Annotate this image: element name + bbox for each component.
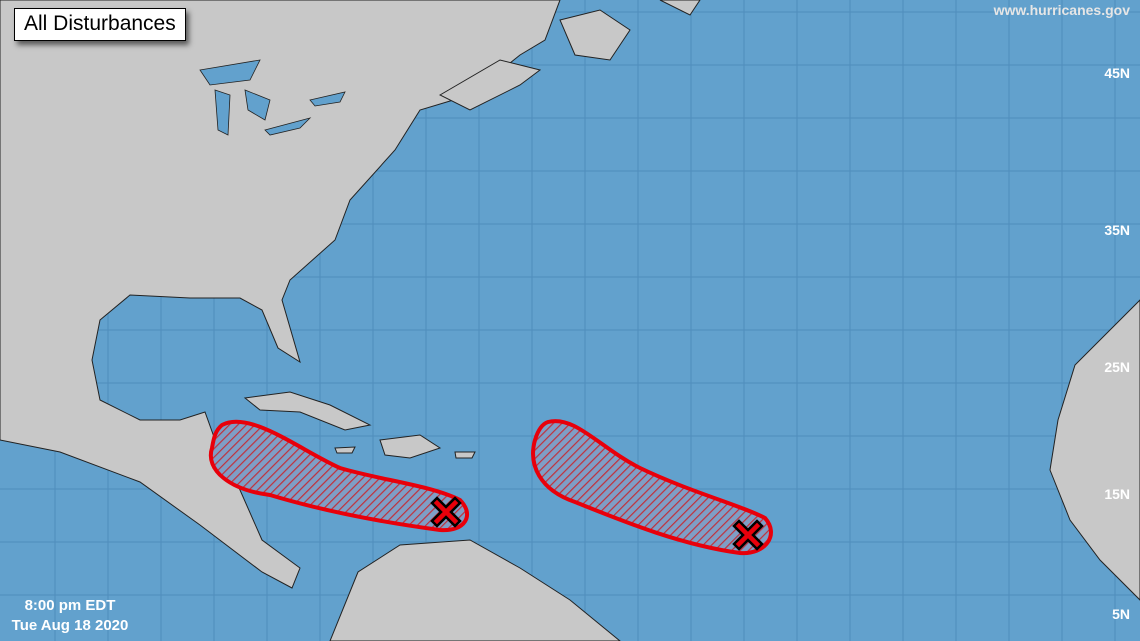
x-icon: [430, 496, 462, 528]
issue-date: Tue Aug 18 2020: [11, 617, 129, 634]
south-america: [329, 539, 621, 641]
latitude-label: 15N: [1104, 486, 1130, 502]
newfoundland: [559, 9, 631, 61]
africa: [1049, 299, 1140, 601]
greenland-tip: [659, 0, 701, 16]
great-lakes: [199, 59, 346, 136]
issue-time: 8:00 pm EDT: [24, 597, 116, 614]
latitude-label: 25N: [1104, 359, 1130, 375]
latitude-label: 45N: [1104, 65, 1130, 81]
hispaniola: [379, 434, 442, 459]
disturbance-area-central-atlantic[interactable]: [531, 419, 773, 556]
latitude-label: 5N: [1112, 606, 1130, 622]
cuba: [243, 391, 372, 431]
map-title: All Disturbances: [14, 8, 186, 41]
disturbance-area-western-caribbean[interactable]: [208, 419, 470, 533]
x-icon: [732, 519, 764, 551]
jamaica: [334, 446, 356, 454]
latitude-label: 35N: [1104, 222, 1130, 238]
credit-link[interactable]: www.hurricanes.gov: [993, 2, 1130, 18]
north-america: [0, 0, 561, 589]
puerto-rico: [454, 451, 476, 459]
nova-scotia: [438, 59, 542, 111]
